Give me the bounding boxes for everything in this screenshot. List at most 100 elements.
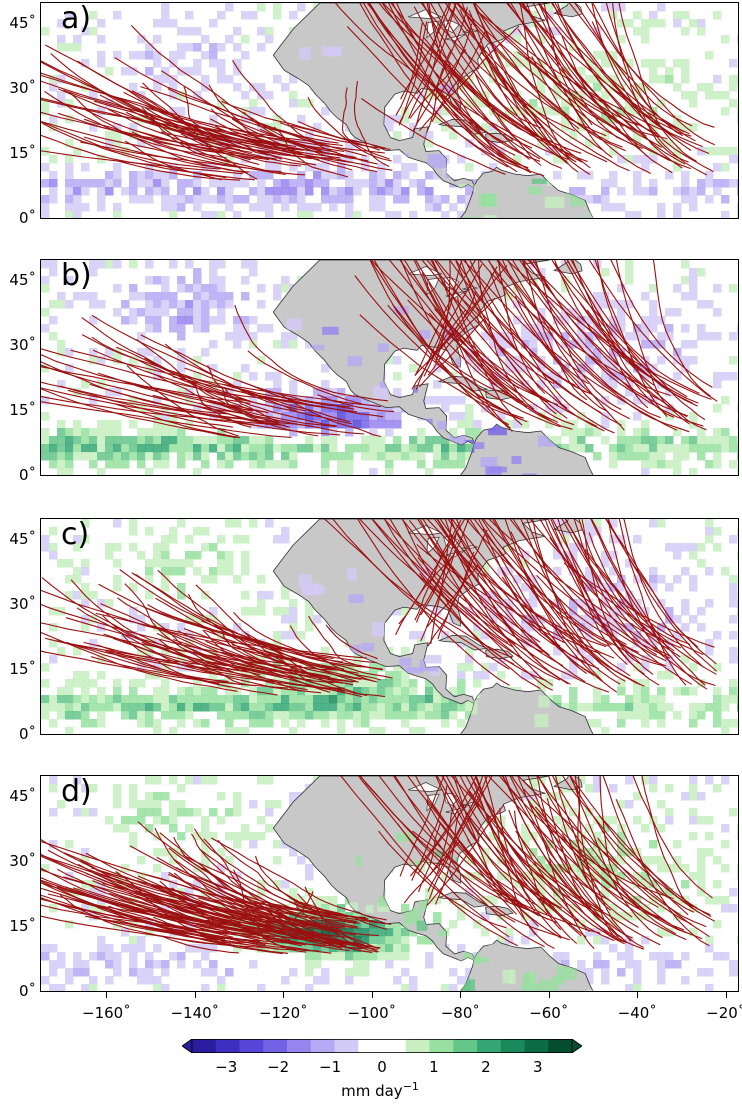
storm-track	[502, 260, 589, 385]
storm-track	[434, 51, 533, 149]
panel-label-b: b)	[61, 259, 92, 293]
panel-label-d: d)	[61, 775, 92, 809]
storm-track	[526, 519, 626, 682]
storm-track	[456, 3, 623, 148]
storm-track	[519, 3, 574, 161]
storm-track	[414, 519, 462, 621]
storm-track	[537, 776, 659, 908]
storm-track	[581, 519, 642, 665]
storm-track	[93, 917, 229, 939]
storm-track	[431, 260, 523, 426]
storm-track	[497, 260, 625, 398]
map-panel-a: a)	[40, 2, 739, 219]
storm-track	[234, 304, 389, 402]
storm-track	[444, 519, 554, 686]
storm-track	[41, 61, 312, 160]
storm-track	[570, 776, 663, 939]
storm-track	[434, 308, 598, 427]
storm-track	[517, 28, 621, 131]
longitude-label: −140˚	[170, 1004, 220, 1022]
storm-track	[415, 3, 457, 125]
colorbar-frame	[191, 1039, 573, 1053]
storm-track	[93, 872, 354, 939]
storm-track	[289, 625, 375, 682]
storm-track	[572, 260, 649, 409]
storm-track	[551, 3, 671, 134]
colorbar-tick-label: 2	[481, 1058, 491, 1076]
latitude-label: 0˚	[18, 209, 36, 227]
storm-track	[618, 3, 697, 162]
storm-track	[403, 841, 461, 904]
storm-track	[552, 776, 692, 925]
storm-track	[539, 519, 654, 675]
longitude-tick	[106, 992, 108, 998]
storm-track	[561, 833, 687, 941]
storm-track	[399, 260, 559, 406]
storm-track	[41, 650, 241, 685]
storm-track	[480, 51, 630, 172]
storm-track	[588, 260, 718, 402]
latitude-label: 30˚	[9, 78, 36, 97]
storm-track	[544, 519, 627, 645]
storm-track	[41, 121, 221, 170]
storm-track	[388, 260, 518, 398]
storm-track	[353, 81, 390, 167]
longitude-tick	[725, 992, 727, 998]
storm-track	[515, 830, 628, 944]
storm-track	[83, 136, 250, 173]
storm-track	[419, 519, 564, 667]
storm-track	[346, 26, 545, 177]
storm-track	[412, 7, 468, 132]
colorbar-segment	[310, 1039, 335, 1053]
storm-track	[359, 776, 545, 948]
storm-track	[136, 919, 266, 946]
storm-track	[147, 604, 334, 660]
storm-track	[422, 3, 563, 170]
storm-track	[359, 3, 509, 168]
storm-track	[399, 776, 445, 877]
storm-track	[133, 129, 270, 161]
storm-track	[103, 633, 322, 694]
storm-track	[175, 867, 357, 936]
storm-track	[509, 519, 671, 659]
storm-track	[41, 631, 238, 692]
storm-track	[357, 519, 510, 686]
storm-track	[430, 519, 453, 644]
storm-track	[487, 776, 666, 922]
storm-track	[91, 336, 338, 427]
storm-track	[41, 395, 286, 426]
storm-track	[263, 906, 339, 929]
storm-track	[498, 776, 674, 900]
storm-track	[371, 519, 610, 693]
storm-track	[437, 3, 542, 129]
storm-track	[196, 120, 343, 147]
storm-track	[279, 393, 382, 438]
storm-track	[430, 260, 548, 403]
longitude-tick	[548, 992, 550, 998]
storm-track	[520, 51, 668, 140]
storm-track	[462, 260, 678, 431]
storm-track	[41, 401, 292, 438]
storm-track	[387, 304, 561, 428]
colorbar-tick-label: −1	[319, 1058, 342, 1076]
storm-track	[436, 519, 586, 683]
storm-track	[531, 56, 603, 151]
longitude-tick	[371, 992, 373, 998]
cyclone-tracks	[41, 519, 717, 698]
colorbar	[182, 1039, 582, 1053]
storm-track	[436, 519, 585, 662]
storm-track	[615, 260, 690, 425]
colorbar-unit: mm day−1	[300, 1080, 460, 1100]
storm-track	[164, 343, 313, 417]
storm-track	[469, 519, 591, 674]
storm-track	[141, 107, 239, 165]
storm-track	[208, 84, 294, 154]
storm-track	[50, 53, 276, 155]
storm-track	[435, 260, 602, 414]
storm-track	[588, 532, 675, 652]
storm-track	[66, 641, 278, 696]
storm-track	[41, 589, 359, 674]
storm-track	[520, 519, 631, 677]
storm-track	[536, 776, 604, 912]
longitude-label: −160˚	[82, 1004, 131, 1022]
